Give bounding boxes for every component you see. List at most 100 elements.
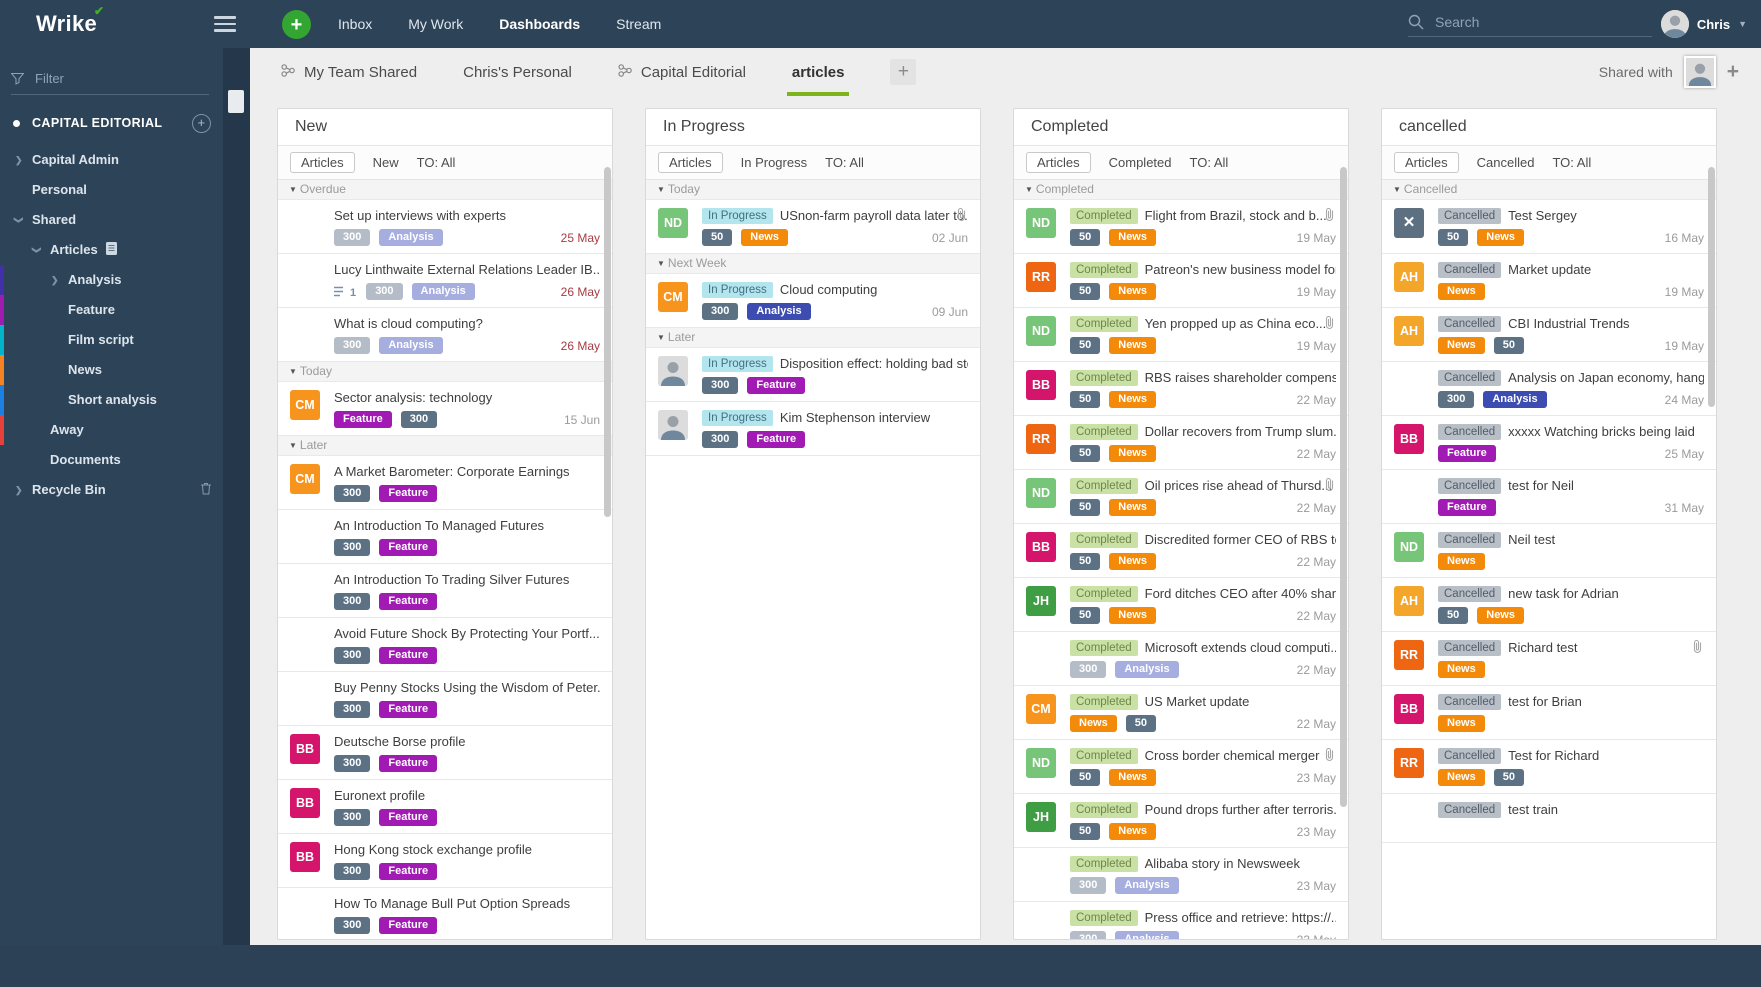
- hamburger-menu-icon[interactable]: [214, 16, 236, 36]
- filter-completed[interactable]: Completed: [1108, 155, 1172, 170]
- task-card[interactable]: AH Cancelled Market update News 19 May: [1382, 254, 1716, 308]
- filter-articles[interactable]: Articles: [658, 152, 723, 173]
- filter-cancelled[interactable]: Cancelled: [1476, 155, 1535, 170]
- account-header[interactable]: CAPITAL EDITORIAL +: [0, 112, 223, 134]
- task-card[interactable]: ✕ Cancelled Test Sergey 50 News 16 May: [1382, 200, 1716, 254]
- sidebar-item-news[interactable]: News: [0, 355, 223, 385]
- user-menu[interactable]: Chris ▼: [1660, 10, 1747, 38]
- topnav-stream[interactable]: Stream: [616, 16, 662, 32]
- scrollbar-thumb[interactable]: [604, 167, 611, 517]
- section-header-next-week[interactable]: ▼ Next Week: [646, 254, 980, 274]
- tab-my-team-shared[interactable]: My Team Shared: [281, 48, 417, 96]
- task-card[interactable]: Buy Penny Stocks Using the Wisdom of Pet…: [278, 672, 612, 726]
- add-dashboard-tab-button[interactable]: +: [890, 59, 917, 85]
- add-shared-user-icon[interactable]: +: [1726, 60, 1739, 83]
- filter-articles[interactable]: Articles: [1026, 152, 1091, 173]
- sidebar-item-capital-admin[interactable]: ❯ Capital Admin: [0, 145, 223, 175]
- task-card[interactable]: Cancelled test for Neil Feature 31 May: [1382, 470, 1716, 524]
- sidebar-item-analysis[interactable]: ❯ Analysis: [0, 265, 223, 295]
- task-card[interactable]: ND Completed Yen propped up as China eco..…: [1014, 308, 1348, 362]
- filter-to-all[interactable]: TO: All: [1552, 155, 1592, 170]
- filter-to-all[interactable]: TO: All: [1189, 155, 1229, 170]
- tab-chris-s-personal[interactable]: Chris's Personal: [463, 48, 572, 96]
- task-card[interactable]: How To Manage Bull Put Option Spreads 300…: [278, 888, 612, 939]
- task-card[interactable]: JH Completed Ford ditches CEO after 40% sh…: [1014, 578, 1348, 632]
- task-card[interactable]: Cancelled test train: [1382, 794, 1716, 843]
- add-folder-icon[interactable]: +: [192, 114, 211, 133]
- task-card[interactable]: CM Sector analysis: technology Feature 300 1…: [278, 382, 612, 436]
- task-card[interactable]: What is cloud computing? 300 Analysis 26 Ma…: [278, 308, 612, 362]
- filter-input[interactable]: [33, 70, 187, 87]
- task-card[interactable]: BB Deutsche Borse profile 300 Feature: [278, 726, 612, 780]
- task-card[interactable]: RR Cancelled Test for Richard News 50: [1382, 740, 1716, 794]
- task-card[interactable]: RR Cancelled Richard test News: [1382, 632, 1716, 686]
- task-card[interactable]: Completed Microsoft extends cloud computi…: [1014, 632, 1348, 686]
- task-card[interactable]: An Introduction To Managed Futures 300 Fea…: [278, 510, 612, 564]
- scrollbar-thumb[interactable]: [1340, 167, 1347, 807]
- section-header-later[interactable]: ▼ Later: [646, 328, 980, 348]
- sidebar-item-recycle-bin[interactable]: ❯ Recycle Bin: [0, 475, 223, 505]
- sidebar-item-personal[interactable]: Personal: [0, 175, 223, 205]
- task-card[interactable]: CM Completed US Market update News 50 22 May: [1014, 686, 1348, 740]
- task-card[interactable]: ND Completed Oil prices rise ahead of Thur…: [1014, 470, 1348, 524]
- sidebar-item-shared[interactable]: ❯ Shared: [0, 205, 223, 235]
- search-input[interactable]: [1433, 13, 1637, 31]
- filter-articles[interactable]: Articles: [290, 152, 355, 173]
- scrollbar-thumb[interactable]: [1708, 167, 1715, 407]
- task-card[interactable]: ND Completed Cross border chemical merger 5…: [1014, 740, 1348, 794]
- sidebar-item-film-script[interactable]: Film script: [0, 325, 223, 355]
- task-card[interactable]: CM A Market Barometer: Corporate Earnings…: [278, 456, 612, 510]
- task-card[interactable]: ND Completed Flight from Brazil, stock and…: [1014, 200, 1348, 254]
- task-card[interactable]: In Progress Disposition effect: holding b…: [646, 348, 980, 402]
- filter-to-all[interactable]: TO: All: [825, 155, 864, 170]
- task-card[interactable]: ND Cancelled Neil test News: [1382, 524, 1716, 578]
- task-card[interactable]: An Introduction To Trading Silver Future…: [278, 564, 612, 618]
- task-card[interactable]: BB Euronext profile 300 Feature: [278, 780, 612, 834]
- section-header-completed[interactable]: ▼ Completed: [1014, 180, 1348, 200]
- filter-in-progress[interactable]: In Progress: [740, 155, 808, 170]
- tab-articles[interactable]: articles: [786, 48, 849, 96]
- task-card[interactable]: BB Completed RBS raises shareholder compen…: [1014, 362, 1348, 416]
- sidebar-item-away[interactable]: Away: [0, 415, 223, 445]
- global-add-button[interactable]: +: [282, 10, 311, 39]
- filter-new[interactable]: New: [372, 155, 399, 170]
- topnav-dashboards[interactable]: Dashboards: [499, 16, 581, 32]
- status-badge: Cancelled: [1438, 370, 1502, 386]
- task-card[interactable]: Completed Alibaba story in Newsweek 300 Ana…: [1014, 848, 1348, 902]
- tab-capital-editorial[interactable]: Capital Editorial: [618, 48, 746, 96]
- task-card[interactable]: BB Hong Kong stock exchange profile 300 Fea…: [278, 834, 612, 888]
- task-card[interactable]: Set up interviews with experts 300 Analysi…: [278, 200, 612, 254]
- filter-to-all[interactable]: TO: All: [416, 155, 456, 170]
- task-card[interactable]: RR Completed Patreon's new business model …: [1014, 254, 1348, 308]
- topnav-my-work[interactable]: My Work: [408, 16, 464, 32]
- task-card[interactable]: JH Completed Pound drops further after ter…: [1014, 794, 1348, 848]
- task-card[interactable]: BB Cancelled xxxxx Watching bricks being l…: [1382, 416, 1716, 470]
- task-card[interactable]: AH Cancelled new task for Adrian 50 News: [1382, 578, 1716, 632]
- task-card[interactable]: Avoid Future Shock By Protecting Your Po…: [278, 618, 612, 672]
- shared-user-avatar[interactable]: [1683, 56, 1716, 88]
- gutter-scrollbar-thumb[interactable]: [228, 90, 244, 113]
- task-card[interactable]: Cancelled Analysis on Japan economy, hang…: [1382, 362, 1716, 416]
- task-card[interactable]: BB Completed Discredited former CEO of RBS…: [1014, 524, 1348, 578]
- task-card[interactable]: ND In Progress USnon-farm payroll data lat…: [646, 200, 980, 254]
- sidebar-item-feature[interactable]: Feature: [0, 295, 223, 325]
- topnav-inbox[interactable]: Inbox: [338, 16, 373, 32]
- section-header-overdue[interactable]: ▼ Overdue: [278, 180, 612, 200]
- task-card[interactable]: BB Cancelled test for Brian News: [1382, 686, 1716, 740]
- task-card[interactable]: RR Completed Dollar recovers from Trump sl…: [1014, 416, 1348, 470]
- section-header-later[interactable]: ▼ Later: [278, 436, 612, 456]
- task-card[interactable]: Completed Press office and retrieve: http…: [1014, 902, 1348, 939]
- section-header-cancelled[interactable]: ▼ Cancelled: [1382, 180, 1716, 200]
- section-header-today[interactable]: ▼ Today: [278, 362, 612, 382]
- sidebar-item-documents[interactable]: Documents: [0, 445, 223, 475]
- sidebar-item-short-analysis[interactable]: Short analysis: [0, 385, 223, 415]
- task-card[interactable]: In Progress Kim Stephenson interview 300 Fe…: [646, 402, 980, 456]
- trash-icon[interactable]: [200, 476, 212, 506]
- sidebar-item-articles[interactable]: ❯ Articles: [0, 235, 223, 265]
- due-date: 09 Jun: [931, 305, 968, 319]
- task-card[interactable]: CM In Progress Cloud computing 300 Analysis 0…: [646, 274, 980, 328]
- section-header-today[interactable]: ▼ Today: [646, 180, 980, 200]
- filter-articles[interactable]: Articles: [1394, 152, 1459, 173]
- task-card[interactable]: Lucy Linthwaite External Relations Leade…: [278, 254, 612, 308]
- task-card[interactable]: AH Cancelled CBI Industrial Trends News 50 19…: [1382, 308, 1716, 362]
